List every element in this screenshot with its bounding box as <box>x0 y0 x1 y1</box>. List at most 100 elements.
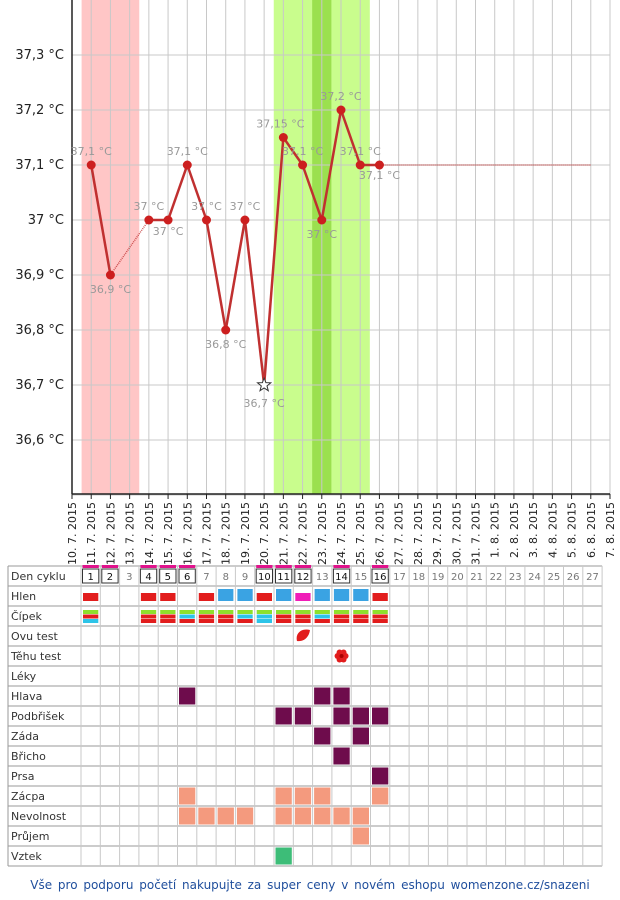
x-tick-label: 30. 7. 2015 <box>450 502 463 565</box>
cipek-stripe <box>140 614 157 619</box>
day-number: 16 <box>374 572 387 583</box>
x-tick-label: 17. 7. 2015 <box>201 502 214 565</box>
cipek-stripe <box>256 610 272 614</box>
y-tick-label: 36,6 °C <box>15 433 64 448</box>
data-label: 37,1 °C <box>359 169 400 182</box>
cipek-stripe <box>295 614 311 619</box>
data-label: 37 °C <box>191 200 222 213</box>
day-number: 15 <box>354 572 367 583</box>
y-tick-label: 36,8 °C <box>15 323 64 338</box>
day-number: 5 <box>165 572 171 583</box>
day-box <box>159 568 177 584</box>
day-number: 17 <box>393 572 406 583</box>
series-segment <box>320 109 343 221</box>
x-tick-label: 26. 7. 2015 <box>373 502 386 565</box>
cipek-stripe <box>333 614 350 619</box>
series-segment <box>205 219 227 331</box>
cipek-stripe <box>140 619 157 623</box>
x-tick-label: 18. 7. 2015 <box>220 502 233 565</box>
row-label: Ovu test <box>11 630 58 643</box>
x-tick-label: 15. 7. 2015 <box>162 502 175 565</box>
series-segment <box>339 109 362 166</box>
day-box <box>332 568 351 584</box>
y-tick-label: 37,1 °C <box>15 158 64 173</box>
hlen-mark <box>256 593 272 601</box>
day-number: 8 <box>223 572 229 583</box>
day-number: 10 <box>258 572 271 583</box>
cipek-stripe <box>295 619 311 623</box>
data-label: 37,1 °C <box>282 145 323 158</box>
row-label: Těhu test <box>10 650 62 663</box>
y-tick-label: 36,9 °C <box>15 268 64 283</box>
symptom-cell <box>352 827 369 845</box>
day-number: 13 <box>316 572 329 583</box>
x-tick-label: 2. 8. 2015 <box>508 502 521 558</box>
cipek-stripe <box>160 610 176 614</box>
red-leaf-icon <box>296 629 310 642</box>
row-label: Zácpa <box>11 790 45 803</box>
day-number: 14 <box>335 572 348 583</box>
ovulation-star-marker <box>256 376 273 392</box>
x-tick-label: 24. 7. 2015 <box>335 502 348 565</box>
row-label: Vztek <box>11 850 42 863</box>
cipek-stripe <box>237 614 253 619</box>
day-number: 3 <box>126 572 132 583</box>
data-point <box>221 325 231 335</box>
cipek-stripe <box>333 619 350 623</box>
footer-link[interactable]: Vše pro podporu početí nakupujte za supe… <box>30 878 590 892</box>
cipek-stripe <box>333 610 350 614</box>
data-label: 36,9 °C <box>90 283 131 296</box>
hlen-mark <box>198 593 215 601</box>
x-tick-label: 1. 8. 2015 <box>489 502 502 558</box>
day-number: 26 <box>567 572 580 583</box>
day-number: 27 <box>586 572 599 583</box>
day-number: 22 <box>490 572 503 583</box>
symptom-cell <box>275 787 292 805</box>
x-tick-label: 19. 7. 2015 <box>239 502 252 565</box>
series-segment <box>186 164 208 221</box>
x-tick-label: 6. 8. 2015 <box>585 502 598 558</box>
hlen-mark <box>295 593 311 601</box>
x-tick-label: 22. 7. 2015 <box>297 502 310 565</box>
hlen-mark <box>314 589 330 601</box>
day-box <box>139 568 158 584</box>
symptom-cell <box>333 807 350 825</box>
data-point <box>278 133 288 142</box>
hlen-mark <box>237 589 253 601</box>
cipek-stripe <box>218 610 234 614</box>
cipek-stripe <box>372 610 388 614</box>
data-point <box>86 160 96 170</box>
series-segment <box>262 137 285 386</box>
data-label: 37 °C <box>153 225 184 238</box>
row-label: Břicho <box>11 750 46 763</box>
series-segment <box>282 136 304 166</box>
symptom-cell <box>314 787 331 805</box>
day-box <box>101 568 119 584</box>
y-tick-label: 37,2 °C <box>15 103 64 118</box>
cipek-stripe <box>179 614 195 619</box>
cipek-stripe <box>160 614 176 619</box>
x-tick-label: 16. 7. 2015 <box>181 502 194 565</box>
data-point <box>202 215 211 225</box>
symptom-cell <box>294 807 312 825</box>
pink-day-marker <box>140 565 157 568</box>
symptom-cell <box>333 687 350 705</box>
cipek-stripe <box>372 614 388 619</box>
x-tick-label: 11. 7. 2015 <box>85 502 98 565</box>
day-box <box>82 568 100 584</box>
pink-day-marker <box>179 565 196 568</box>
data-point <box>298 160 308 170</box>
symptom-cell <box>333 707 350 725</box>
data-point <box>336 105 346 115</box>
symptom-cell <box>236 807 254 825</box>
x-tick-label: 25. 7. 2015 <box>354 502 367 565</box>
y-tick-label: 36,7 °C <box>15 378 64 393</box>
day-number: 12 <box>297 572 310 583</box>
series-segment <box>89 164 112 276</box>
y-tick-label: 37,3 °C <box>15 48 64 63</box>
row-label: Nevolnost <box>11 810 67 823</box>
temperature-chart: 37,3 °C 37,2 °C 37,1 °C 37 °C 36,9 °C 36,8 °C… <box>15 0 617 565</box>
data-point <box>163 215 173 225</box>
symptom-cell <box>198 807 215 825</box>
symptom-cell <box>217 807 234 825</box>
